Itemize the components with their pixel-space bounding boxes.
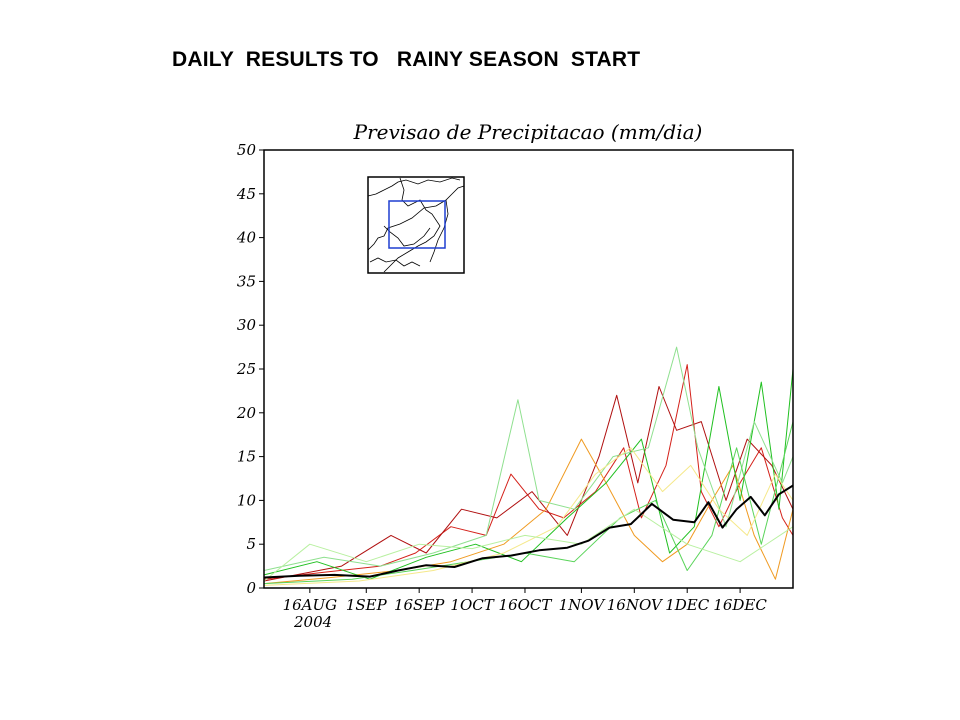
x-axis-ticks: 16AUG 1SEP 16SEP 1OCT 16OCT 1NOV 16NOV 1DEC 16DE… bbox=[283, 588, 767, 614]
plot-frame bbox=[263, 149, 794, 589]
ensemble-member-line bbox=[263, 386, 794, 582]
x-tick-label: 1OCT bbox=[450, 596, 494, 614]
x-tick-label: 16AUG bbox=[283, 596, 338, 614]
chart-title: Previsao de Precipitacao (mm/dia) bbox=[353, 120, 703, 144]
x-tick-label: 1SEP bbox=[346, 596, 388, 614]
y-tick-label: 10 bbox=[237, 491, 257, 509]
ensemble-member-line bbox=[263, 368, 794, 580]
y-axis-ticks: 0 5 10 15 20 25 30 35 40 45 50 bbox=[236, 141, 264, 597]
y-tick-label: 20 bbox=[236, 404, 257, 422]
y-tick-label: 30 bbox=[237, 316, 257, 334]
ensemble-mean-line bbox=[263, 484, 794, 579]
x-tick-label: 16SEP bbox=[394, 596, 445, 614]
ensemble-member-line bbox=[263, 346, 794, 571]
x-tick-label: 1DEC bbox=[665, 596, 710, 614]
slide-title: DAILY RESULTS TO RAINY SEASON START bbox=[172, 48, 641, 71]
ensemble-member-line bbox=[263, 508, 794, 582]
x-tick-label: 16OCT bbox=[499, 596, 553, 614]
y-tick-label: 35 bbox=[237, 272, 256, 290]
inset-study-box bbox=[388, 200, 446, 249]
ensemble-member-line bbox=[263, 421, 794, 585]
y-tick-label: 0 bbox=[246, 579, 256, 597]
ensemble-member-line bbox=[263, 364, 794, 580]
ensemble-member-line bbox=[263, 447, 794, 586]
x-axis-year-label: 2004 bbox=[293, 613, 332, 631]
y-tick-label: 5 bbox=[246, 535, 256, 553]
x-tick-label: 16DEC bbox=[713, 596, 767, 614]
y-tick-label: 25 bbox=[236, 360, 256, 378]
inset-map bbox=[367, 176, 465, 274]
y-tick-label: 15 bbox=[237, 448, 256, 466]
y-tick-label: 45 bbox=[236, 185, 256, 203]
y-tick-label: 40 bbox=[236, 229, 257, 247]
y-tick-label: 50 bbox=[237, 141, 257, 159]
x-tick-label: 16NOV bbox=[607, 596, 664, 614]
series-lines bbox=[263, 346, 794, 586]
x-tick-label: 1NOV bbox=[559, 596, 607, 614]
